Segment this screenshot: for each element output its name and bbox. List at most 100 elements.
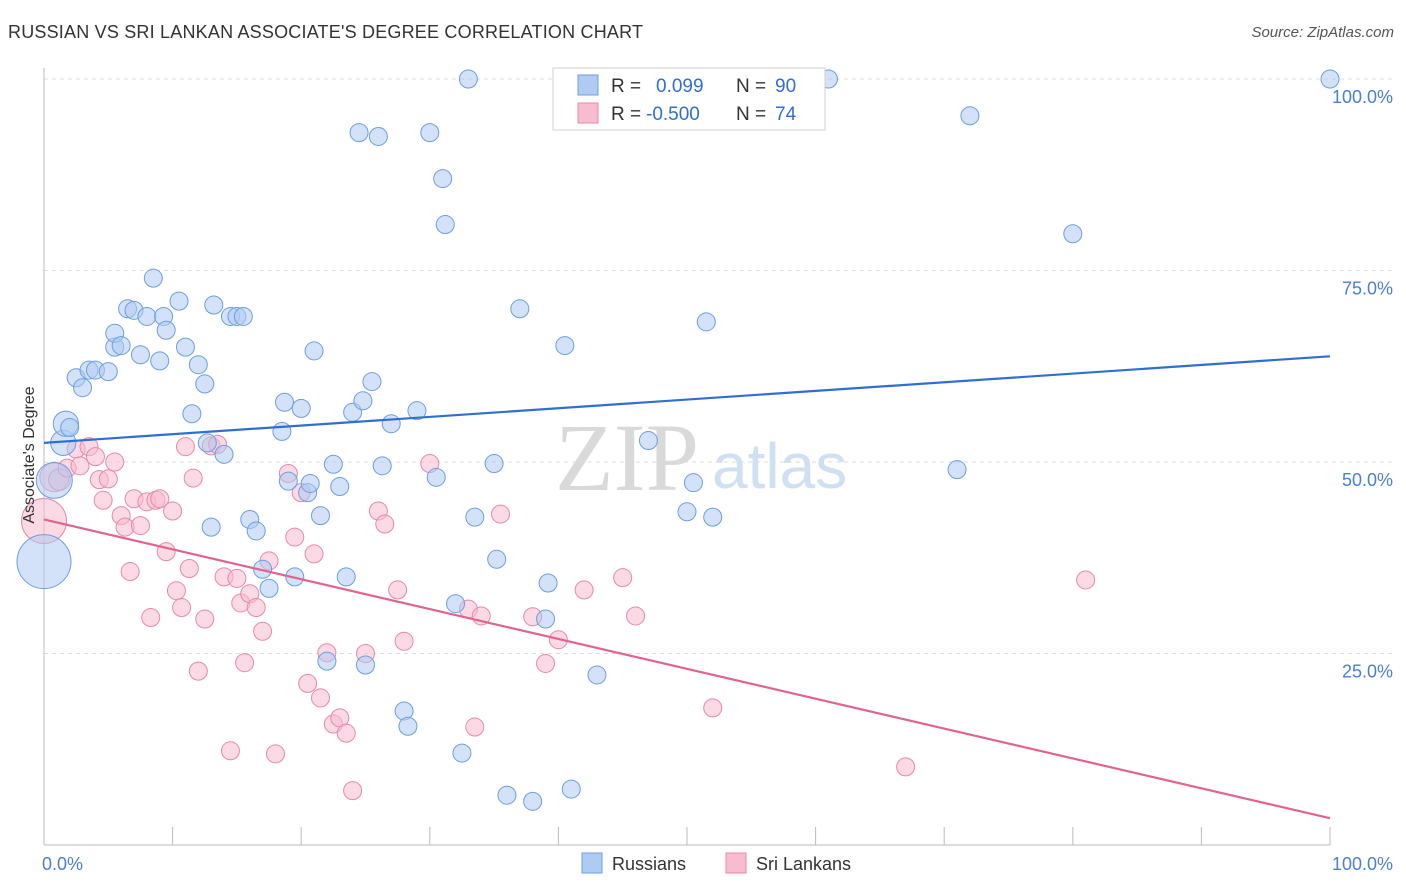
sri-lankans-point [166, 581, 186, 601]
sri-lankans-point [394, 631, 414, 651]
russians-point [323, 454, 343, 474]
sri-lankans-point [343, 781, 363, 801]
russians-point [638, 431, 658, 451]
russians-point [214, 444, 234, 464]
russians-point [446, 594, 466, 614]
sri-lankans-point [85, 447, 105, 467]
russians-trend-line [43, 355, 1331, 444]
sri-lankans-point [298, 673, 318, 693]
sri-lankans-point [285, 527, 305, 547]
russians-point [150, 351, 170, 371]
russians-point [398, 716, 418, 736]
russians-point [587, 665, 607, 685]
bottom-legend-swatch-sri-lankans [725, 852, 747, 874]
legend-swatch-russians [577, 74, 599, 96]
sri-lankans-point [120, 562, 140, 582]
legend-n-label-sri-lankans: N = [736, 104, 766, 125]
russians-point [487, 549, 507, 569]
russians-point [523, 791, 543, 811]
sri-lankans-point [388, 580, 408, 600]
legend-n-label-russians: N = [736, 76, 766, 97]
bottom-legend-swatch-russians [581, 852, 603, 874]
russians-point [381, 414, 401, 434]
russians-point [561, 779, 581, 799]
sri-lankans-point [175, 437, 195, 457]
y-tick-label: 100.0% [1332, 87, 1393, 107]
bottom-legend-russians: Russians [612, 854, 686, 874]
legend: R = 0.099 N = 90 R = -0.500 N = 74 [552, 67, 826, 131]
sri-lankans-point [195, 609, 215, 629]
russians-point [510, 299, 530, 319]
russians-point [317, 651, 337, 671]
russians-point [458, 69, 478, 89]
sri-lankans-point [183, 468, 203, 488]
russians-point [300, 473, 320, 493]
watermark: ZIP atlas [555, 404, 847, 511]
sri-lankans-point [150, 489, 170, 509]
sri-lankans-point [304, 544, 324, 564]
legend-swatch-sri-lankans [577, 102, 599, 124]
sri-lankans-point [93, 490, 113, 510]
russians-point [452, 743, 472, 763]
sri-lankans-point [227, 568, 247, 588]
sri-lankans-point [465, 717, 485, 737]
russians-point [465, 507, 485, 527]
trend-lines [43, 355, 1331, 820]
russians-point [197, 433, 217, 453]
russians-point [73, 378, 93, 398]
y-tick-labels: 25.0% 50.0% 75.0% 100.0% [1332, 87, 1393, 682]
sri-lankans-point [235, 653, 255, 673]
russians-point [35, 461, 73, 499]
y-tick-label: 75.0% [1342, 279, 1393, 299]
sri-lankans-point [172, 598, 192, 618]
russians-point [304, 341, 324, 361]
russians-point [156, 320, 176, 340]
russians-point [1063, 224, 1083, 244]
y-tick-label: 50.0% [1342, 470, 1393, 490]
chart-source: Source: ZipAtlas.com [1251, 24, 1394, 41]
sri-lankans-point [1076, 570, 1096, 590]
legend-n-value-russians: 90 [775, 76, 796, 97]
sri-lankans-point [70, 456, 90, 476]
sri-lankans-point [141, 607, 161, 627]
sri-lankans-point [613, 568, 633, 588]
legend-n-value-sri-lankans: 74 [775, 104, 797, 125]
russians-point [703, 507, 723, 527]
russians-point [677, 502, 697, 522]
x-tick-label-min: 0.0% [42, 854, 83, 874]
russians-point [188, 355, 208, 375]
russians-point [426, 467, 446, 487]
sri-lankans-point [98, 469, 118, 489]
russians-point [16, 534, 72, 590]
watermark-atlas: atlas [712, 430, 847, 502]
russians-point [497, 785, 517, 805]
russians-point [137, 306, 157, 326]
legend-r-label-sri-lankans: R = [611, 104, 641, 125]
russians-point [696, 312, 716, 332]
russians-point [362, 372, 382, 392]
russians-point [169, 291, 189, 311]
russians-point [278, 471, 298, 491]
russians-point [291, 398, 311, 418]
sri-lankans-point [265, 744, 285, 764]
sri-lankans-point [188, 661, 208, 681]
x-tick-label-max: 100.0% [1332, 854, 1393, 874]
sri-lankans-point [163, 501, 183, 521]
russians-point [195, 374, 215, 394]
russians-point [336, 567, 356, 587]
y-tick-label: 25.0% [1342, 662, 1393, 682]
russians-point [353, 391, 373, 411]
sri-lankans-point [105, 452, 125, 472]
russians-point [435, 215, 455, 235]
russians-point [960, 106, 980, 126]
russians-point [433, 169, 453, 189]
russians-point [683, 473, 703, 493]
russians-point [407, 401, 427, 421]
russians-point [259, 578, 279, 598]
bottom-legend-sri-lankans: Sri Lankans [756, 854, 851, 874]
russians-point [201, 517, 221, 537]
bottom-legend: Russians Sri Lankans [581, 852, 851, 874]
russians-point [356, 655, 375, 675]
russians-point [372, 456, 392, 476]
russians-point [182, 404, 202, 424]
